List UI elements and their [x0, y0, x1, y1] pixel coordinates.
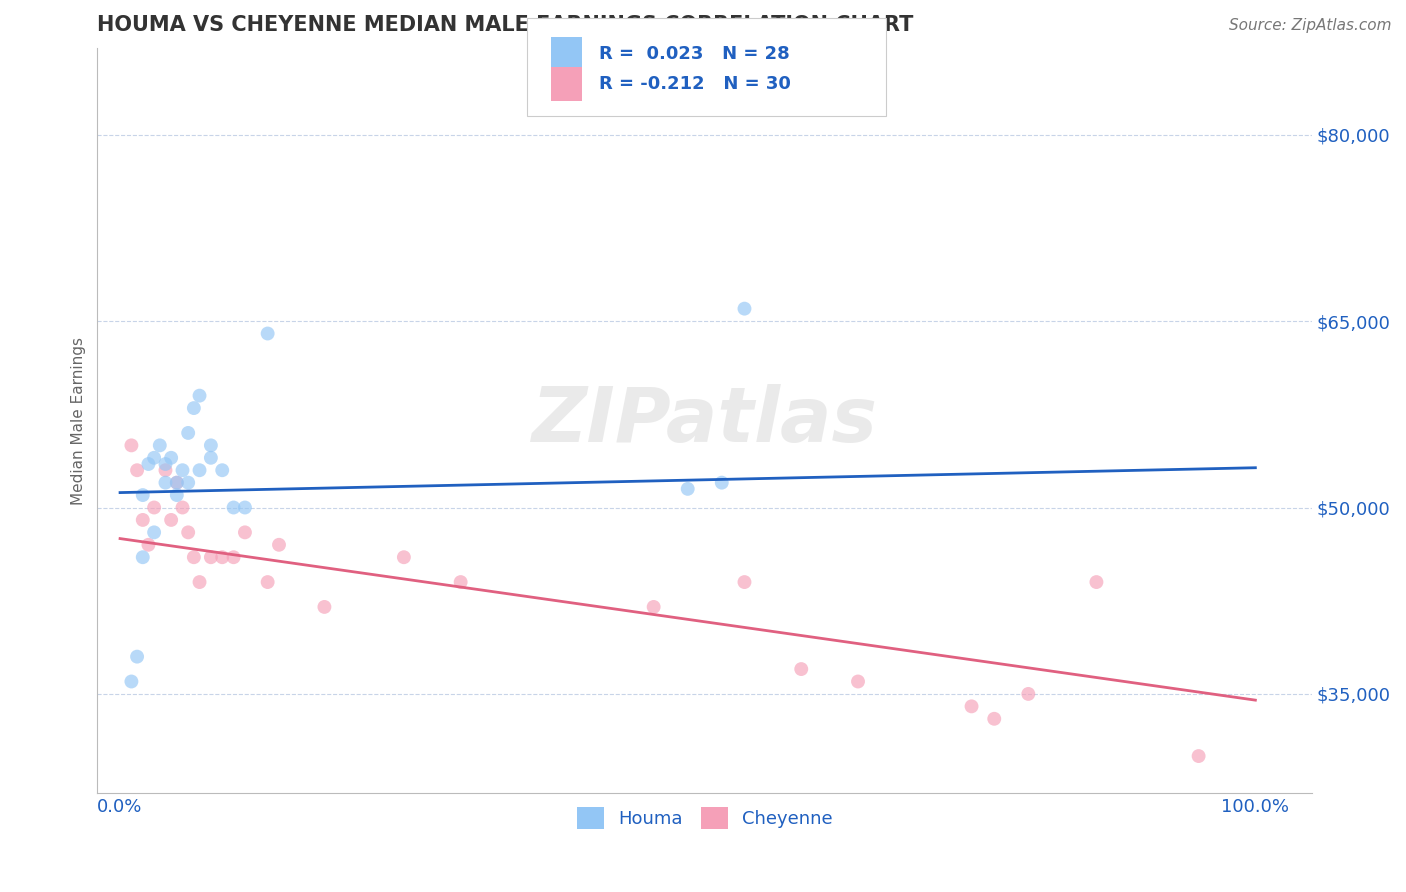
Text: ZIPatlas: ZIPatlas — [531, 384, 877, 458]
Point — [183, 401, 205, 415]
Point — [120, 674, 142, 689]
Point — [200, 450, 222, 465]
Point — [267, 538, 290, 552]
Point — [222, 500, 245, 515]
Point — [155, 475, 177, 490]
Point — [160, 513, 183, 527]
Point — [183, 550, 205, 565]
Point — [960, 699, 983, 714]
Point — [155, 457, 177, 471]
Point — [172, 463, 194, 477]
Text: R = -0.212   N = 30: R = -0.212 N = 30 — [599, 75, 790, 93]
Point — [211, 550, 233, 565]
Point — [120, 438, 142, 452]
Point — [200, 438, 222, 452]
Text: HOUMA VS CHEYENNE MEDIAN MALE EARNINGS CORRELATION CHART: HOUMA VS CHEYENNE MEDIAN MALE EARNINGS C… — [97, 15, 914, 35]
Point — [188, 463, 211, 477]
Point — [256, 575, 278, 590]
Point — [127, 463, 149, 477]
Point — [132, 513, 155, 527]
Point — [177, 475, 200, 490]
Point — [233, 500, 256, 515]
Point — [188, 575, 211, 590]
Point — [188, 389, 211, 403]
Legend: Houma, Cheyenne: Houma, Cheyenne — [569, 800, 841, 837]
Text: R =  0.023   N = 28: R = 0.023 N = 28 — [599, 45, 790, 63]
Point — [1187, 749, 1209, 764]
Point — [734, 575, 756, 590]
Point — [177, 525, 200, 540]
Point — [127, 649, 149, 664]
Y-axis label: Median Male Earnings: Median Male Earnings — [72, 336, 86, 505]
Point — [846, 674, 869, 689]
Point — [392, 550, 415, 565]
Point — [200, 550, 222, 565]
Point — [132, 488, 155, 502]
Point — [138, 457, 160, 471]
Point — [643, 599, 665, 614]
Point — [143, 500, 166, 515]
Point — [143, 525, 166, 540]
Point — [166, 475, 188, 490]
Point — [710, 475, 733, 490]
Text: Source: ZipAtlas.com: Source: ZipAtlas.com — [1229, 18, 1392, 33]
Point — [1017, 687, 1039, 701]
Point — [132, 550, 155, 565]
Point — [983, 712, 1005, 726]
Point — [155, 463, 177, 477]
Point — [143, 450, 166, 465]
Point — [314, 599, 336, 614]
Point — [149, 438, 172, 452]
Point — [450, 575, 472, 590]
Point — [734, 301, 756, 316]
Point — [172, 500, 194, 515]
Point — [1085, 575, 1108, 590]
Point — [222, 550, 245, 565]
Point — [160, 450, 183, 465]
Point — [166, 488, 188, 502]
Point — [138, 538, 160, 552]
Point — [790, 662, 813, 676]
Point — [256, 326, 278, 341]
Point — [211, 463, 233, 477]
Point — [177, 425, 200, 440]
Point — [166, 475, 188, 490]
Point — [676, 482, 699, 496]
Point — [233, 525, 256, 540]
